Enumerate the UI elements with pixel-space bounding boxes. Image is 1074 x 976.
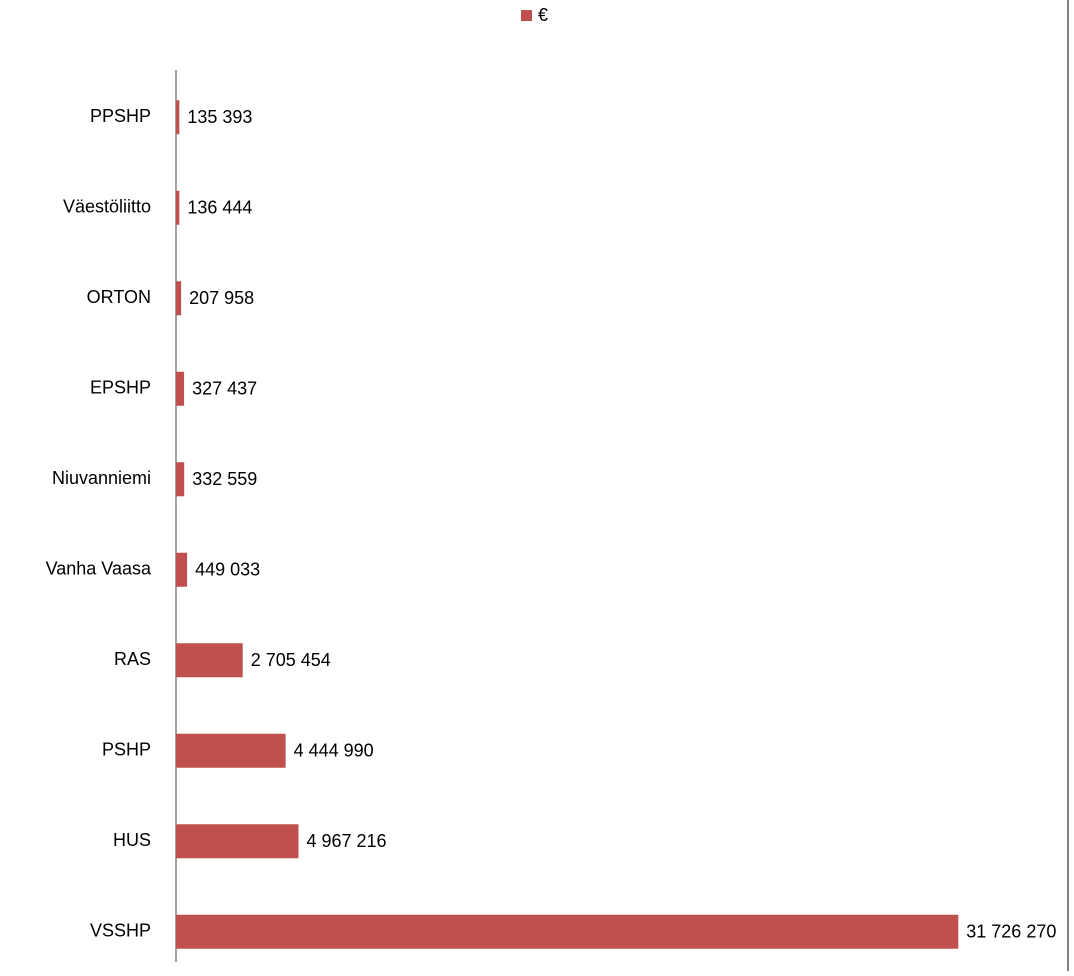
bar	[176, 371, 185, 406]
bar	[176, 190, 180, 225]
y-tick-label: PPSHP	[90, 106, 151, 126]
data-label: 135 393	[187, 107, 252, 127]
legend-label: €	[538, 5, 548, 25]
bar	[176, 824, 299, 859]
bar	[176, 552, 188, 587]
data-label: 31 726 270	[966, 922, 1056, 942]
y-tick-label: HUS	[113, 830, 151, 850]
y-tick-label: PSHP	[102, 740, 151, 760]
y-tick-label: RAS	[114, 649, 151, 669]
data-label: 449 033	[195, 560, 260, 580]
bar	[176, 643, 243, 678]
data-label: 136 444	[187, 198, 252, 218]
data-label: 332 559	[192, 469, 257, 489]
data-label: 207 958	[189, 288, 254, 308]
data-label: 327 437	[192, 379, 257, 399]
legend-swatch	[521, 10, 532, 21]
bar	[176, 100, 180, 135]
data-label: 4 444 990	[294, 741, 374, 761]
data-label: 4 967 216	[306, 831, 386, 851]
y-tick-label: Vanha Vaasa	[46, 559, 152, 579]
y-tick-label: ORTON	[87, 287, 151, 307]
y-tick-label: VSSHP	[90, 921, 151, 941]
bar	[176, 462, 185, 497]
y-tick-label: Väestöliitto	[63, 197, 151, 217]
bar	[176, 281, 182, 316]
data-label: 2 705 454	[251, 650, 331, 670]
y-tick-label: EPSHP	[90, 378, 151, 398]
bar	[176, 914, 959, 949]
bar	[176, 733, 286, 768]
y-tick-label: Niuvanniemi	[52, 468, 151, 488]
